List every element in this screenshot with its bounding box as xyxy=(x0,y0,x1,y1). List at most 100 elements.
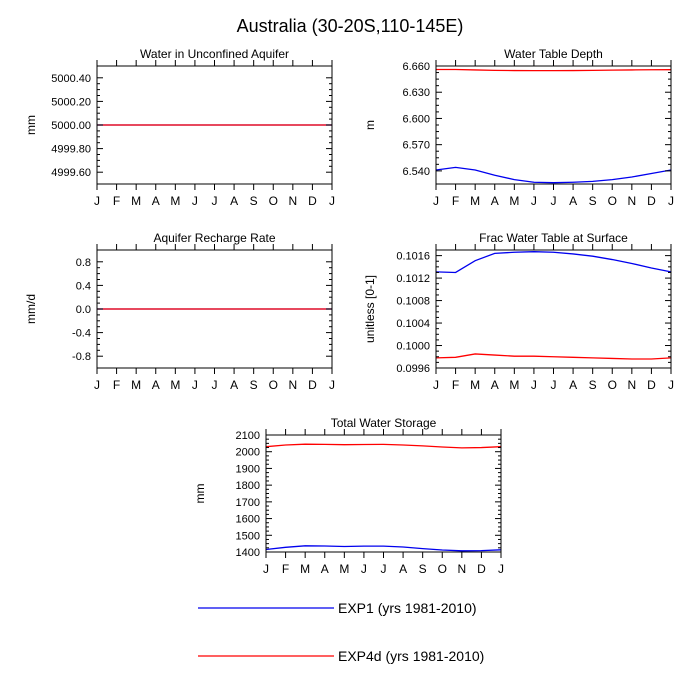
x-tick-label: D xyxy=(308,194,317,208)
y-tick-label: 5000.40 xyxy=(51,73,91,85)
y-tick-label: 0.4 xyxy=(76,280,91,292)
y-tick-label: 1600 xyxy=(236,514,260,526)
y-axis-label: mm xyxy=(24,115,38,135)
x-tick-label: J xyxy=(531,194,537,208)
y-tick-label: 0.1004 xyxy=(396,318,430,330)
x-tick-label: D xyxy=(308,378,317,392)
x-tick-label: D xyxy=(647,378,656,392)
y-tick-label: 1400 xyxy=(236,547,260,559)
x-tick-label: J xyxy=(192,194,198,208)
y-tick-label: 1500 xyxy=(236,530,260,542)
y-axis-label: mm/d xyxy=(24,294,38,324)
panel-5: Total Water Storage mm 1400 1500 1600 1700 180… xyxy=(193,416,504,576)
x-tick-label: F xyxy=(452,378,459,392)
y-tick-label: -0.8 xyxy=(72,351,91,363)
panel-title: Frac Water Table at Surface xyxy=(479,231,628,245)
x-tick-label: A xyxy=(230,378,238,392)
series-line-exp1 xyxy=(435,251,672,274)
x-tick-label: A xyxy=(321,562,329,576)
x-tick-label: J xyxy=(212,194,218,208)
panel-4: Frac Water Table at Surface unitless [0-1… xyxy=(363,231,674,392)
panel-3: Aquifer Recharge Rate mm/d -0.8 -0.4 0.0 0.4 0… xyxy=(24,231,335,392)
x-tick-label: F xyxy=(282,562,289,576)
x-tick-label: J xyxy=(329,378,335,392)
x-tick-label: A xyxy=(491,194,499,208)
series-line-exp1 xyxy=(265,545,502,552)
x-tick-label: M xyxy=(509,194,519,208)
series-line-exp4d xyxy=(435,353,672,360)
y-tick-label: 4999.60 xyxy=(51,167,91,179)
legend-label: EXP1 (yrs 1981-2010) xyxy=(338,600,477,616)
x-tick-label: N xyxy=(288,378,297,392)
x-tick-label: J xyxy=(329,194,335,208)
x-tick-label: O xyxy=(438,562,447,576)
y-tick-label: 4999.80 xyxy=(51,144,91,156)
x-tick-label: N xyxy=(457,562,466,576)
x-tick-label: M xyxy=(509,378,519,392)
x-tick-label: A xyxy=(152,378,160,392)
y-tick-label: -0.4 xyxy=(72,328,91,340)
x-tick-label: S xyxy=(419,562,427,576)
x-tick-label: J xyxy=(361,562,367,576)
legend: EXP1 (yrs 1981-2010) EXP4d (yrs 1981-2010… xyxy=(198,600,484,664)
x-tick-label: J xyxy=(212,378,218,392)
series-line-exp4d xyxy=(436,68,672,72)
x-tick-label: M xyxy=(339,562,349,576)
x-tick-label: S xyxy=(589,194,597,208)
x-tick-label: N xyxy=(627,194,636,208)
y-tick-label: 0.1000 xyxy=(396,341,430,353)
x-tick-label: J xyxy=(551,378,557,392)
x-tick-label: A xyxy=(569,378,577,392)
x-tick-label: J xyxy=(94,194,100,208)
x-tick-label: S xyxy=(589,378,597,392)
x-tick-label: S xyxy=(250,194,258,208)
panel-title: Total Water Storage xyxy=(331,416,437,430)
y-tick-label: 1900 xyxy=(236,463,260,475)
y-tick-label: 2100 xyxy=(236,430,260,442)
x-tick-label: N xyxy=(288,194,297,208)
x-tick-label: J xyxy=(263,562,269,576)
x-tick-label: F xyxy=(113,194,120,208)
x-tick-label: J xyxy=(668,194,674,208)
y-tick-label: 5000.20 xyxy=(51,96,91,108)
x-tick-label: J xyxy=(668,378,674,392)
figure-title: Australia (30-20S,110-145E) xyxy=(237,16,464,36)
y-tick-label: 6.660 xyxy=(402,61,430,73)
y-tick-label: 0.1012 xyxy=(396,273,430,285)
y-axis-label: unitless [0-1] xyxy=(363,275,377,343)
panels-group: Water in Unconfined Aquifer mm 4999.60 4999… xyxy=(24,47,674,576)
x-tick-label: J xyxy=(94,378,100,392)
x-tick-label: J xyxy=(433,194,439,208)
x-tick-label: A xyxy=(399,562,407,576)
x-tick-label: S xyxy=(250,378,258,392)
y-tick-label: 0.1016 xyxy=(396,251,430,263)
panel-1: Water in Unconfined Aquifer mm 4999.60 4999… xyxy=(24,47,335,208)
x-tick-label: F xyxy=(113,378,120,392)
series-line-exp1 xyxy=(435,166,672,184)
x-tick-label: J xyxy=(531,378,537,392)
x-tick-label: F xyxy=(452,194,459,208)
y-tick-label: 0.1008 xyxy=(396,296,430,308)
x-tick-label: J xyxy=(192,378,198,392)
x-tick-label: A xyxy=(569,194,577,208)
x-tick-label: N xyxy=(627,378,636,392)
x-tick-label: M xyxy=(170,378,180,392)
x-tick-label: O xyxy=(608,194,617,208)
y-tick-label: 6.570 xyxy=(402,140,430,152)
x-tick-label: A xyxy=(230,194,238,208)
x-tick-label: M xyxy=(300,562,310,576)
x-tick-label: J xyxy=(381,562,387,576)
x-tick-label: M xyxy=(131,378,141,392)
y-tick-label: 1700 xyxy=(236,497,260,509)
panel-title: Water Table Depth xyxy=(504,47,603,61)
x-tick-label: A xyxy=(152,194,160,208)
x-tick-label: O xyxy=(269,194,278,208)
x-tick-label: D xyxy=(477,562,486,576)
x-tick-label: D xyxy=(647,194,656,208)
y-tick-label: 0.0996 xyxy=(396,363,430,375)
y-tick-label: 2000 xyxy=(236,447,260,459)
x-tick-label: M xyxy=(470,378,480,392)
x-tick-label: O xyxy=(608,378,617,392)
